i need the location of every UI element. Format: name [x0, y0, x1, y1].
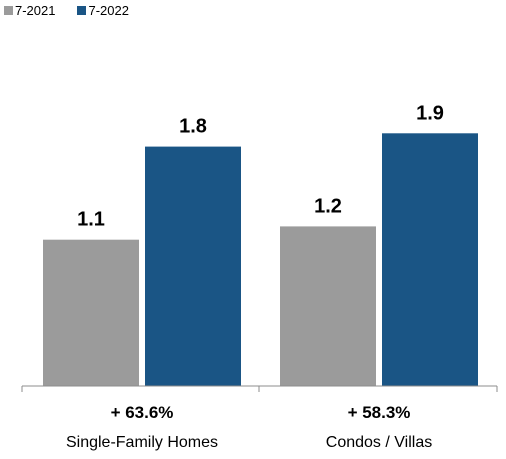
data-label-single-family-homes-7-2022: 1.8 — [179, 116, 207, 138]
bar-single-family-homes-7-2021 — [43, 239, 139, 386]
bar-single-family-homes-7-2022 — [145, 146, 241, 386]
data-label-single-family-homes-7-2021: 1.1 — [77, 209, 105, 231]
data-label-condos-villas-7-2021: 1.2 — [314, 195, 342, 217]
data-label-condos-villas-7-2022: 1.9 — [416, 102, 444, 124]
legend-label-7-2021: 7-2021 — [15, 3, 56, 18]
legend: 7-2021 7-2022 — [4, 3, 129, 18]
legend-swatch-7-2021 — [4, 6, 13, 15]
category-label-condos-villas: Condos / Villas — [326, 434, 432, 451]
legend-label-7-2022: 7-2022 — [88, 3, 129, 18]
bar-condos-villas-7-2022 — [382, 133, 478, 386]
change-label-condos-villas: + 58.3% — [348, 403, 411, 422]
category-label-single-family-homes: Single-Family Homes — [66, 434, 218, 451]
bar-condos-villas-7-2021 — [280, 226, 376, 386]
legend-item-7-2021: 7-2021 — [4, 3, 55, 18]
legend-swatch-7-2022 — [77, 6, 87, 15]
legend-item-7-2022: 7-2022 — [77, 3, 129, 18]
change-label-single-family-homes: + 63.6% — [111, 403, 174, 422]
